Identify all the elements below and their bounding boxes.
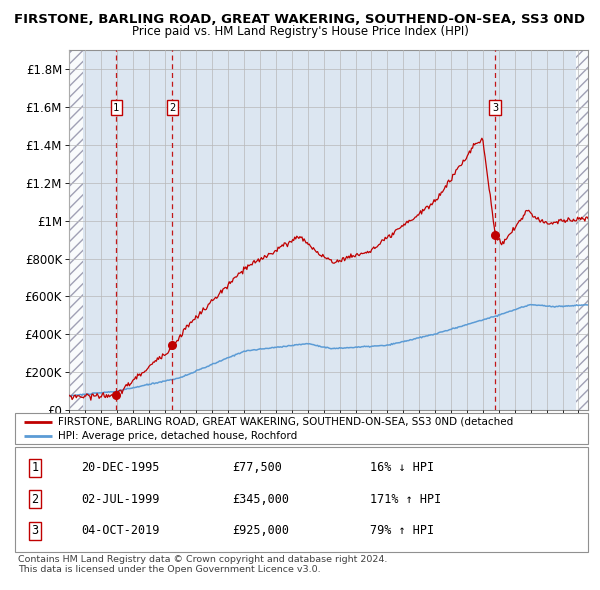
Text: FIRSTONE, BARLING ROAD, GREAT WAKERING, SOUTHEND-ON-SEA, SS3 0ND: FIRSTONE, BARLING ROAD, GREAT WAKERING, … <box>14 13 586 26</box>
Text: 02-JUL-1999: 02-JUL-1999 <box>81 493 159 506</box>
Text: 04-OCT-2019: 04-OCT-2019 <box>81 524 159 537</box>
Text: £345,000: £345,000 <box>233 493 290 506</box>
Text: 3: 3 <box>31 524 38 537</box>
Text: HPI: Average price, detached house, Rochford: HPI: Average price, detached house, Roch… <box>58 431 297 441</box>
Text: 171% ↑ HPI: 171% ↑ HPI <box>370 493 442 506</box>
Text: 79% ↑ HPI: 79% ↑ HPI <box>370 524 434 537</box>
Text: Price paid vs. HM Land Registry's House Price Index (HPI): Price paid vs. HM Land Registry's House … <box>131 25 469 38</box>
Text: FIRSTONE, BARLING ROAD, GREAT WAKERING, SOUTHEND-ON-SEA, SS3 0ND (detached: FIRSTONE, BARLING ROAD, GREAT WAKERING, … <box>58 417 513 427</box>
Text: 2: 2 <box>31 493 38 506</box>
Text: 1: 1 <box>31 461 38 474</box>
Text: 2: 2 <box>169 103 176 113</box>
Text: 20-DEC-1995: 20-DEC-1995 <box>81 461 159 474</box>
Text: 16% ↓ HPI: 16% ↓ HPI <box>370 461 434 474</box>
Bar <box>576 50 588 410</box>
Text: 3: 3 <box>492 103 498 113</box>
Text: £77,500: £77,500 <box>233 461 283 474</box>
Bar <box>69 50 83 410</box>
Text: Contains HM Land Registry data © Crown copyright and database right 2024.
This d: Contains HM Land Registry data © Crown c… <box>18 555 388 574</box>
Text: £925,000: £925,000 <box>233 524 290 537</box>
Text: 1: 1 <box>113 103 119 113</box>
